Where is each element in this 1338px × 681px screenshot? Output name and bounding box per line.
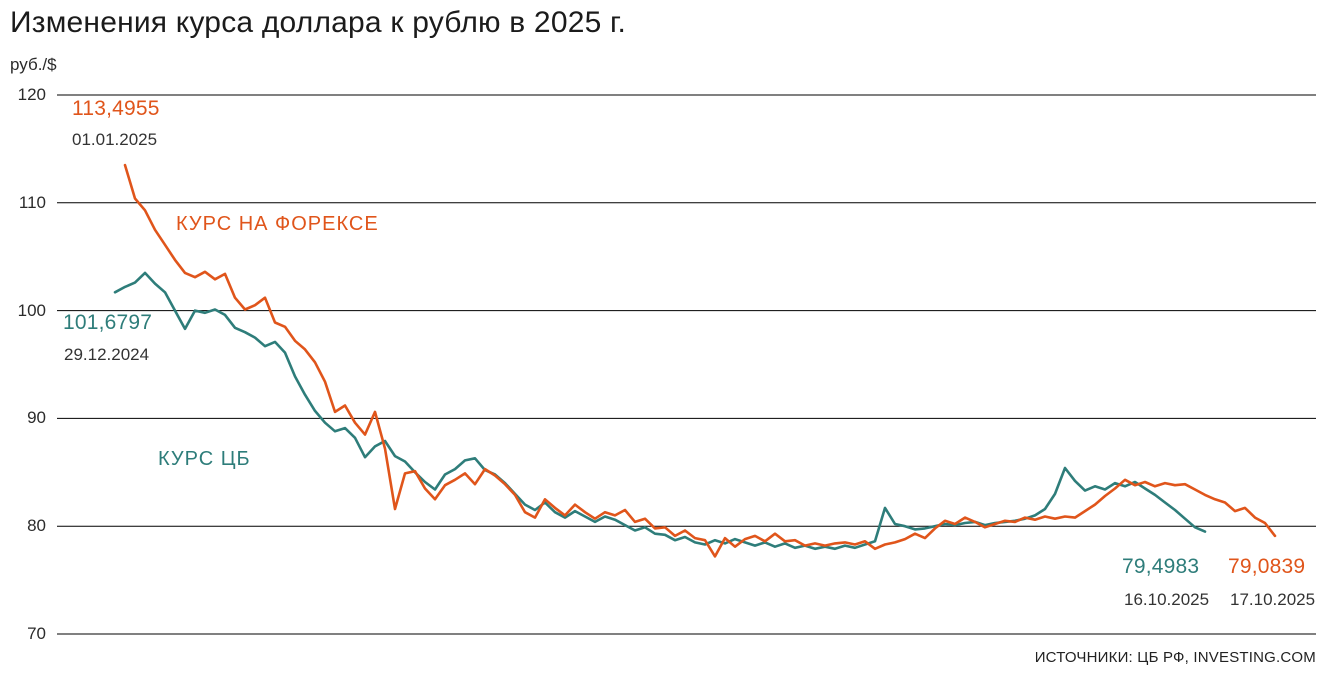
cb-series-label: КУРС ЦБ <box>158 448 251 470</box>
cb-end-date: 16.10.2025 <box>1124 590 1210 609</box>
y-tick-label: 90 <box>27 408 46 428</box>
y-tick-label: 80 <box>27 516 46 536</box>
y-tick-label: 120 <box>17 85 46 104</box>
forex-start-value: 113,4955 <box>72 97 160 120</box>
forex-series-label: КУРС НА ФОРЕКСЕ <box>176 213 379 235</box>
cb-rate-line <box>113 271 1207 551</box>
cb-start-date: 29.12.2024 <box>64 345 150 364</box>
y-tick-label: 70 <box>27 624 46 643</box>
forex-rate-line <box>123 163 1277 558</box>
y-tick-label: 110 <box>18 192 46 212</box>
forex-end-date: 17.10.2025 <box>1230 590 1316 609</box>
y-tick-label: 100 <box>17 300 46 320</box>
forex-start-date: 01.01.2025 <box>72 130 158 149</box>
chart-title: Изменения курса доллара к рублю в 2025 г… <box>10 6 627 39</box>
forex-end-value: 79,0839 <box>1228 555 1306 578</box>
cb-end-value: 79,4983 <box>1122 555 1200 578</box>
y-axis-unit-label: руб./$ <box>10 55 57 74</box>
cb-start-value: 101,6797 <box>63 311 153 334</box>
source-credit: ИСТОЧНИКИ: ЦБ РФ, INVESTING.COM <box>1034 649 1316 666</box>
